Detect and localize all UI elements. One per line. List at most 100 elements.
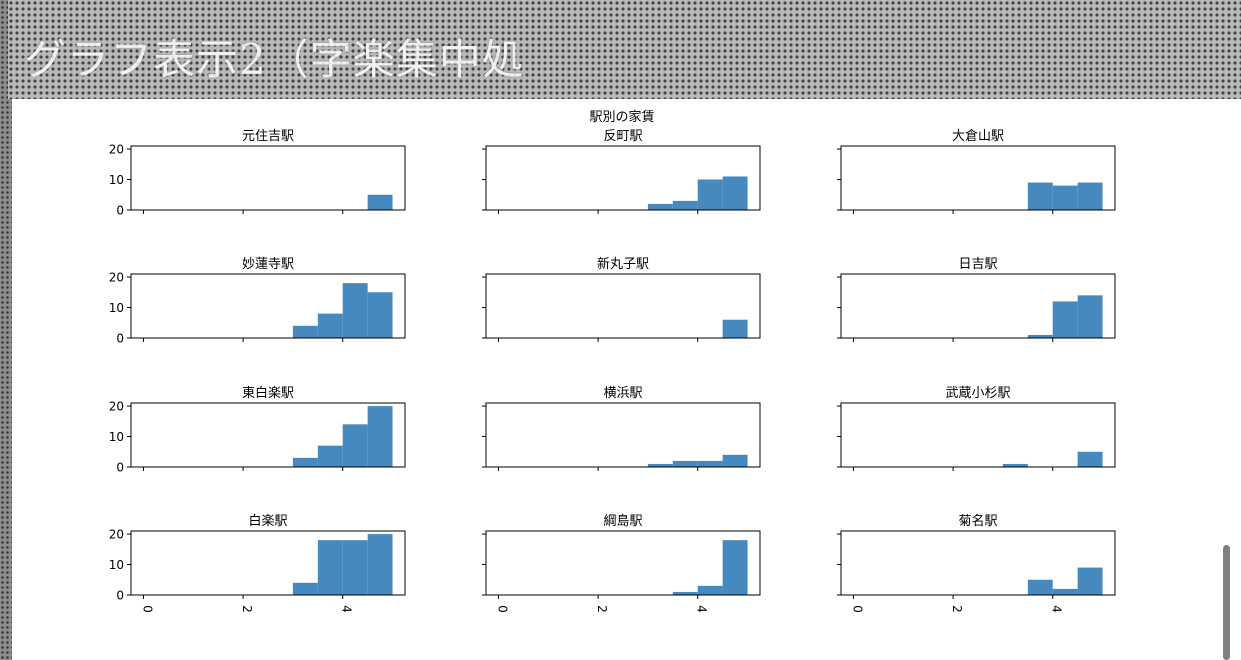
x-tick-label: 0 (140, 605, 154, 613)
y-tick-label: 0 (116, 204, 124, 218)
histogram-bar (292, 582, 318, 595)
histogram-bar (367, 406, 393, 467)
chart-panel (12, 99, 1227, 660)
histogram-panel: 横浜駅 (482, 386, 761, 471)
histogram-bar (292, 325, 318, 338)
x-tick-label: 4 (340, 605, 354, 613)
left-rail (0, 0, 12, 660)
histogram-panel: 白楽駅 0 10 20 0 2 4 (109, 513, 406, 613)
y-tick-label: 10 (109, 558, 124, 572)
plot-frame (840, 145, 1116, 211)
header-banner: グラフ表示2（字楽集中処 (8, 0, 1241, 99)
histogram-bar (317, 445, 343, 467)
histogram-panel: 新丸子駅 (482, 256, 761, 342)
histogram-panel: 妙蓮寺駅 0 10 20 (109, 257, 406, 346)
histogram-bar (1077, 567, 1103, 595)
histogram-bar (672, 591, 698, 595)
panel-title: 反町駅 (603, 129, 642, 144)
histogram-panel: 菊名駅 0 2 4 (837, 513, 1116, 613)
y-tick-label: 10 (109, 173, 124, 187)
histogram-bar (1002, 463, 1028, 467)
histogram-bar (672, 200, 698, 210)
panel-title: 横浜駅 (603, 386, 642, 401)
figure-title: 駅別の家賃 (589, 109, 654, 125)
x-tick-label: 4 (695, 605, 709, 613)
panel-title: 綱島駅 (603, 514, 642, 529)
histogram-bar (342, 424, 368, 467)
plot-frame (485, 402, 761, 468)
plot-frame (840, 530, 1116, 596)
x-tick-label: 0 (495, 605, 509, 613)
histogram-panel: 日吉駅 (837, 257, 1116, 342)
histogram-bar (1027, 579, 1053, 595)
page-title: グラフ表示2（字楽集中処 (24, 35, 525, 84)
histogram-bar (1027, 334, 1053, 338)
histogram-bar (292, 457, 318, 467)
y-tick-label: 0 (116, 589, 124, 603)
plot-frame (840, 273, 1116, 339)
plot-frame (840, 402, 1116, 468)
histogram-panel: 元住吉駅 0 10 20 (109, 129, 406, 218)
histogram-bar (1077, 182, 1103, 210)
histogram-bar (697, 179, 723, 210)
histogram-bar (1052, 185, 1078, 210)
y-tick-label: 0 (116, 461, 124, 475)
histogram-bar (1077, 451, 1103, 467)
y-tick-label: 20 (109, 143, 124, 157)
plot-frame (130, 273, 406, 339)
x-tick-label: 2 (950, 605, 964, 613)
histogram-bar (722, 176, 748, 210)
histogram-bar (342, 283, 368, 338)
panel-title: 白楽駅 (248, 513, 287, 529)
histogram-panel: 武蔵小杉駅 (837, 386, 1116, 471)
histogram-bar (1052, 301, 1078, 338)
plot-frame (130, 530, 406, 596)
histogram-panel: 綱島駅 0 2 4 (482, 514, 761, 613)
panel-title: 東白楽駅 (242, 385, 294, 401)
histogram-panel: 大倉山駅 (837, 129, 1116, 214)
plot-frame (130, 145, 406, 211)
histogram-bar (1077, 295, 1103, 338)
y-tick-label: 20 (109, 271, 124, 285)
panel-title: 菊名駅 (958, 513, 997, 529)
y-tick-label: 10 (109, 301, 124, 315)
histogram-bar (367, 194, 393, 210)
histogram-bar (647, 203, 673, 210)
histogram-bar (672, 460, 698, 467)
x-tick-label: 4 (1050, 605, 1064, 613)
y-tick-label: 10 (109, 430, 124, 444)
histogram-panel: 反町駅 (482, 129, 761, 214)
plot-frame (485, 530, 761, 596)
histogram-bar (367, 292, 393, 338)
panel-title: 日吉駅 (958, 257, 997, 272)
panel-title: 新丸子駅 (597, 256, 649, 272)
histogram-bar (342, 540, 368, 595)
panel-title: 大倉山駅 (952, 129, 1004, 144)
plot-frame (485, 273, 761, 339)
scrollbar-track[interactable] (1227, 99, 1241, 660)
histogram-bar (697, 460, 723, 467)
y-tick-label: 20 (109, 400, 124, 414)
histogram-bar (697, 585, 723, 595)
x-tick-label: 2 (240, 605, 254, 613)
plot-frame (130, 402, 406, 468)
histogram-bar (1052, 588, 1078, 595)
panel-title: 妙蓮寺駅 (242, 257, 294, 272)
histogram-bar (317, 540, 343, 595)
histogram-bar (722, 540, 748, 595)
y-tick-label: 20 (109, 528, 124, 542)
histogram-bar (317, 313, 343, 338)
histogram-bar (367, 534, 393, 595)
y-tick-label: 0 (116, 332, 124, 346)
histogram-bar (647, 463, 673, 467)
histogram-bar (722, 454, 748, 467)
histogram-bar (722, 319, 748, 338)
scrollbar-thumb[interactable] (1223, 545, 1230, 660)
histogram-bar (1027, 182, 1053, 210)
x-tick-label: 0 (850, 605, 864, 613)
panel-title: 元住吉駅 (242, 129, 294, 144)
panel-title: 武蔵小杉駅 (945, 386, 1010, 401)
plot-frame (485, 145, 761, 211)
histogram-panel: 東白楽駅 0 10 20 (109, 385, 406, 475)
